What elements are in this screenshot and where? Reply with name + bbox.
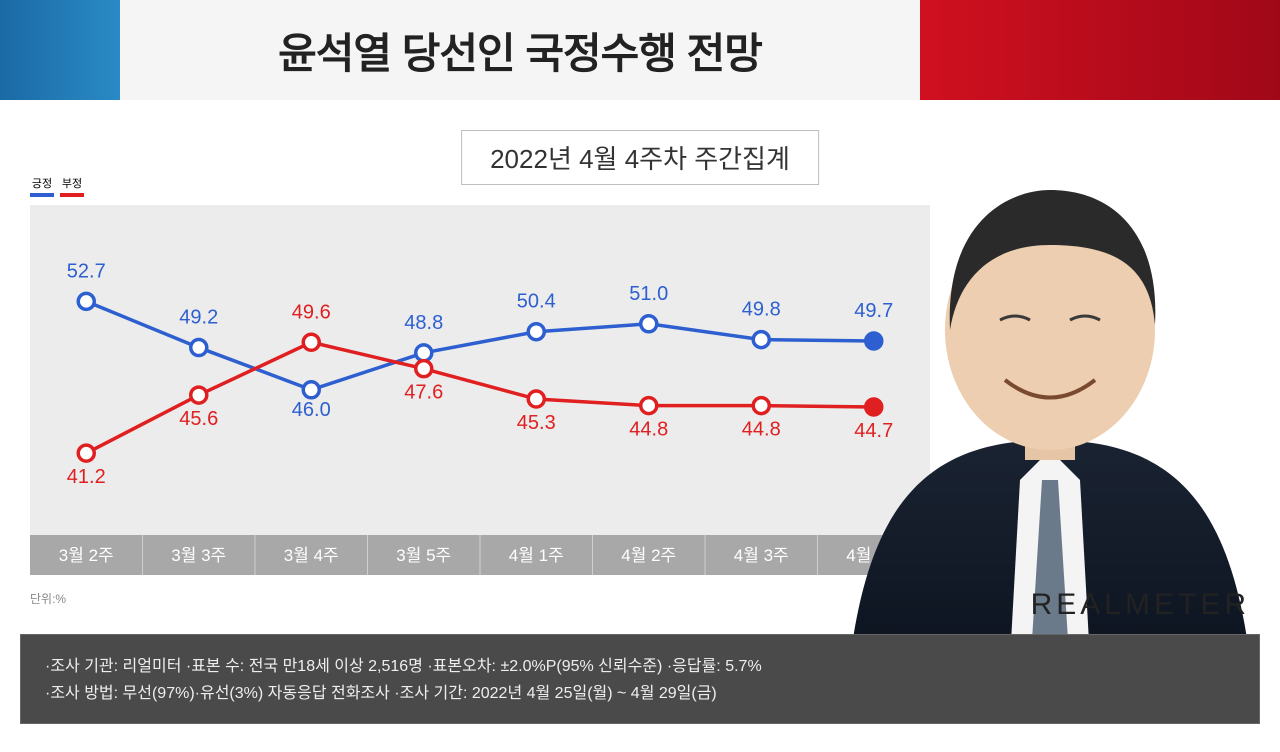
svg-text:41.2: 41.2 [67,466,106,488]
svg-text:45.3: 45.3 [517,412,556,434]
footer-line-1: ·조사 기관: 리얼미터 ·표본 수: 전국 만18세 이상 2,516명 ·표… [45,653,1235,680]
header-accent-right [920,0,1280,100]
svg-text:3월 2주: 3월 2주 [59,546,114,565]
survey-details-footer: ·조사 기관: 리얼미터 ·표본 수: 전국 만18세 이상 2,516명 ·표… [20,634,1260,724]
svg-text:4월 2주: 4월 2주 [621,546,676,565]
legend-label-negative: 부정 [62,175,82,191]
svg-text:3월 4주: 3월 4주 [284,546,339,565]
subtitle-box: 2022년 4월 4주차 주간집계 [461,130,819,185]
header-accent-left [0,0,120,100]
legend-label-positive: 긍정 [32,175,52,191]
footer-line-2: ·조사 방법: 무선(97%)·유선(3%) 자동응답 전화조사 ·조사 기간:… [45,680,1235,707]
svg-text:50.4: 50.4 [517,291,556,313]
svg-text:48.8: 48.8 [404,312,443,334]
header-title-wrap: 윤석열 당선인 국정수행 전망 [120,0,920,100]
svg-text:45.6: 45.6 [179,408,218,430]
page-title: 윤석열 당선인 국정수행 전망 [278,20,762,81]
legend-item-positive: 긍정 [30,175,54,197]
svg-text:51.0: 51.0 [629,283,668,305]
svg-text:49.7: 49.7 [854,300,893,322]
svg-text:3월 5주: 3월 5주 [396,546,451,565]
unit-label: 단위:% [30,590,66,607]
svg-text:4월 4주: 4월 4주 [846,546,901,565]
svg-text:49.6: 49.6 [292,301,331,323]
svg-text:44.7: 44.7 [854,420,893,442]
svg-text:46.0: 46.0 [292,399,331,421]
header-band: 윤석열 당선인 국정수행 전망 [0,0,1280,100]
svg-text:47.6: 47.6 [404,382,443,404]
legend-item-negative: 부정 [60,175,84,197]
svg-text:49.8: 49.8 [742,299,781,321]
chart-svg: 3월 2주 3월 3주 3월 4주 3월 5주 4월 1주 4월 2주 4월 3주 4월 4주… [30,195,930,585]
svg-text:44.8: 44.8 [742,419,781,441]
svg-text:4월 3주: 4월 3주 [734,546,789,565]
svg-text:52.7: 52.7 [67,260,106,282]
chart-legend: 긍정 부정 [30,175,84,197]
brand-logo: REALMETER [1031,588,1250,622]
svg-text:44.8: 44.8 [629,419,668,441]
svg-text:49.2: 49.2 [179,307,218,329]
approval-chart: 3월 2주 3월 3주 3월 4주 3월 5주 4월 1주 4월 2주 4월 3주 4월 4주… [30,195,930,585]
svg-text:4월 1주: 4월 1주 [509,546,564,565]
svg-text:3월 3주: 3월 3주 [171,546,226,565]
